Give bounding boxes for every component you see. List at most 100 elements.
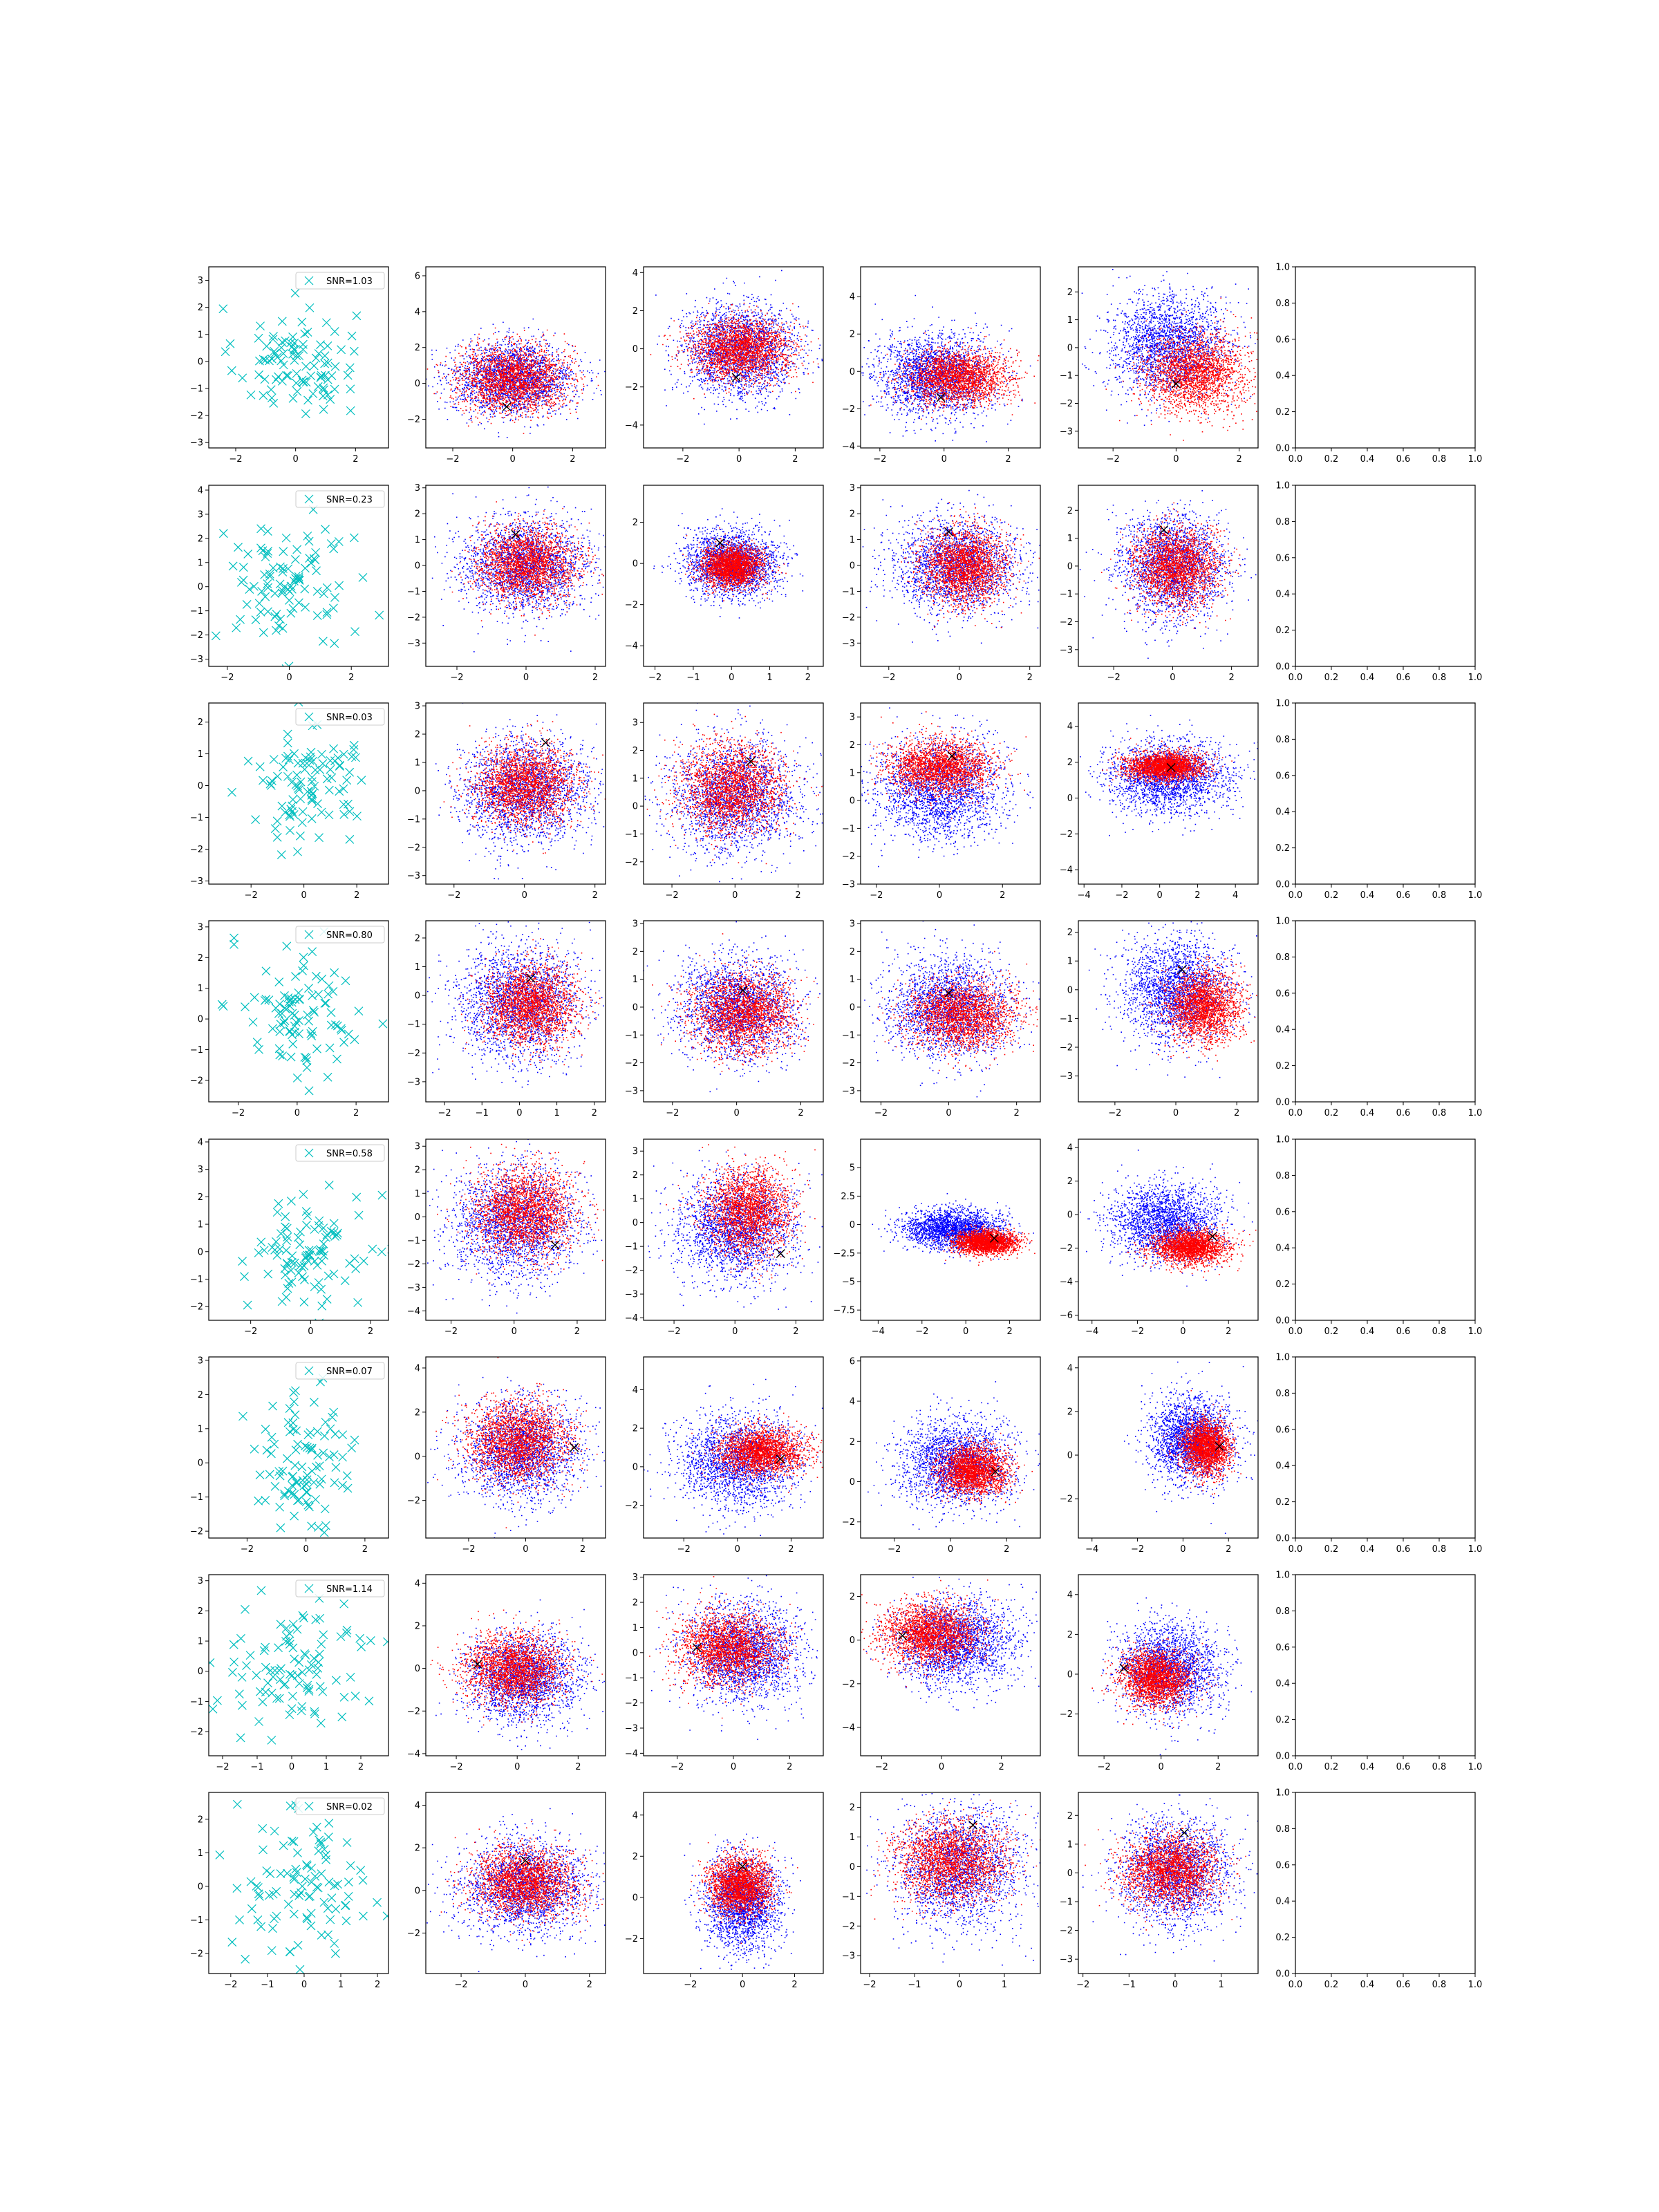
panel-r4-c2-ytick-label-4: 1 xyxy=(415,962,420,973)
panel-r5-c4-ytick-label-4: 2.5 xyxy=(841,1192,855,1202)
panel-r6-c5-ytick-label-0: −2 xyxy=(1060,1494,1073,1505)
panel-r2-c3-ytick-label-0: −4 xyxy=(625,641,638,652)
panel-r6-c2-xtick-label-0: −2 xyxy=(462,1544,475,1555)
panel-r6-c1-ytick-label-1: −1 xyxy=(190,1492,203,1503)
panel-r3-c3-ytick-label-2: 0 xyxy=(632,802,638,812)
panel-r3-c5-ytick-label-3: 2 xyxy=(1067,758,1073,768)
panel-r3-c4-xtick-label-1: 0 xyxy=(937,890,942,901)
panel-r7-c5-ytick-label-0: −2 xyxy=(1060,1709,1073,1720)
panel-r1-c1-ytick-label-1: −2 xyxy=(190,411,203,422)
panel-r5-c3-xtick-label-1: 0 xyxy=(732,1327,738,1337)
panel-r8-c6-xtick-label-5: 1.0 xyxy=(1468,1980,1483,1990)
panel-r3-c6-ytick-label-1: 0.2 xyxy=(1275,843,1290,854)
panel-r3-c1-ytick-label-2: −1 xyxy=(190,813,203,823)
panel-r3-c5-xtick-label-2: 0 xyxy=(1157,890,1163,901)
panel-r4-c6-background xyxy=(1295,921,1475,1102)
panel-r4-c1-ytick-label-3: 1 xyxy=(198,984,203,994)
panel-r7-c1-sample-point xyxy=(299,1560,307,1568)
panel-r6-c5-xtick-label-0: −4 xyxy=(1085,1544,1098,1555)
panel-r5-c4-ytick-label-5: 5 xyxy=(850,1163,855,1174)
panel-r2-c1-ytick-label-5: 2 xyxy=(198,534,203,544)
panel-r2-c6-ytick-label-5: 1.0 xyxy=(1275,481,1290,491)
panel-r3-c3-xtick-label-0: −2 xyxy=(665,890,678,901)
panel-r7-c6-ytick-label-2: 0.4 xyxy=(1275,1679,1290,1689)
panel-r7-c3-ytick-label-2: −2 xyxy=(625,1698,638,1709)
panel-r7-c1-ytick-label-1: −1 xyxy=(190,1697,203,1707)
panel-r6-c6: 0.0 0.2 0.4 0.6 0.8 1.00.00.20.40.60.81.0 xyxy=(1275,1353,1482,1555)
panel-r5-c5-xtick-label-2: 0 xyxy=(1180,1327,1185,1337)
panel-r1-c3-ytick-label-3: 2 xyxy=(632,306,638,317)
panel-r7-c5-xtick-label-1: 0 xyxy=(1159,1762,1164,1772)
panel-r4-c3-ytick-label-3: 0 xyxy=(632,1002,638,1013)
panel-r4-c1-sample-point xyxy=(282,1116,290,1124)
panel-r3-c6-ytick-label-4: 0.8 xyxy=(1275,735,1290,745)
panel-r4-c1-legend-label: SNR=0.80 xyxy=(326,930,373,941)
panel-r5-c4-ytick-label-2: −2.5 xyxy=(833,1248,855,1259)
panel-r1-c6-background xyxy=(1295,267,1475,448)
panel-r3-c6-ytick-label-5: 1.0 xyxy=(1275,699,1290,709)
panel-r7-c5-ytick-label-1: 0 xyxy=(1067,1669,1073,1680)
panel-r6-c3-xtick-label-2: 2 xyxy=(788,1544,794,1555)
panel-r8-c5-ytick-label-2: −1 xyxy=(1060,1897,1073,1908)
panel-r3-c5-ytick-label-1: −2 xyxy=(1060,830,1073,840)
panel-r5-c6-ytick-label-5: 1.0 xyxy=(1275,1135,1290,1145)
panel-r5-c6-ytick-label-2: 0.4 xyxy=(1275,1244,1290,1254)
panel-r2-c1-legend-label: SNR=0.23 xyxy=(326,495,373,505)
panel-r4-c1-ytick-label-5: 3 xyxy=(198,922,203,932)
panel-r5-c6-background xyxy=(1295,1139,1475,1320)
panel-r2-c4-ytick-label-5: 2 xyxy=(850,509,855,520)
panel-r2-c5-ytick-label-1: −2 xyxy=(1060,617,1073,628)
panel-r5-c6-xtick-label-5: 1.0 xyxy=(1468,1327,1483,1337)
panel-r6-c5-xtick-label-3: 2 xyxy=(1226,1544,1231,1555)
panel-r6-c6-xtick-label-4: 0.8 xyxy=(1432,1544,1447,1555)
panel-r1-c5-xtick-label-1: 0 xyxy=(1173,454,1179,465)
panel-r6-c4-xtick-label-0: −2 xyxy=(888,1544,901,1555)
panel-r2-c1-ytick-label-6: 3 xyxy=(198,509,203,520)
panel-r6-c6-ytick-label-1: 0.2 xyxy=(1275,1497,1290,1508)
panel-r1-c1-ytick-label-2: −1 xyxy=(190,384,203,394)
panel-r6-c2-xtick-label-2: 2 xyxy=(580,1544,585,1555)
panel-r1-c4-xtick-label-1: 0 xyxy=(941,454,947,465)
panel-r3-c6: 0.0 0.2 0.4 0.6 0.8 1.00.00.20.40.60.81.0 xyxy=(1275,699,1482,901)
panel-r1-c4-xtick-label-2: 2 xyxy=(1005,454,1011,465)
panel-r2-c2-xtick-label-2: 2 xyxy=(592,673,598,683)
panel-r2-c1-xtick-label-2: 2 xyxy=(348,673,354,683)
panel-r6-c6-xtick-label-0: 0.0 xyxy=(1288,1544,1303,1555)
panel-r2-c1-ytick-label-3: 0 xyxy=(198,582,203,592)
panel-r8-c6-ytick-label-5: 1.0 xyxy=(1275,1788,1290,1799)
panel-r5-c2-ytick-label-7: 3 xyxy=(415,1142,420,1152)
panel-r8-c5-ytick-label-1: −2 xyxy=(1060,1926,1073,1936)
panel-r6-c4-xtick-label-2: 2 xyxy=(1004,1544,1009,1555)
panel-r4-c3-ytick-label-4: 1 xyxy=(632,975,638,985)
panel-r1-c5-ytick-label-4: 1 xyxy=(1067,315,1073,326)
panel-r1-c6-xtick-label-3: 0.6 xyxy=(1396,454,1411,465)
panel-r4-c6-xtick-label-1: 0.2 xyxy=(1324,1108,1339,1118)
panel-r5-c3-xtick-label-2: 2 xyxy=(793,1327,798,1337)
panel-r3-c1-ytick-label-0: −3 xyxy=(190,877,203,887)
panel-r5-c1-ytick-label-3: 1 xyxy=(198,1220,203,1230)
panel-r4-c6-ytick-label-4: 0.8 xyxy=(1275,953,1290,963)
panel-r2-c4-xtick-label-2: 2 xyxy=(1027,673,1033,683)
panel-r5-c2-background xyxy=(426,1139,606,1320)
panel-r7-c3-ytick-label-0: −4 xyxy=(625,1749,638,1759)
panel-r7-c6-xtick-label-4: 0.8 xyxy=(1432,1762,1447,1772)
panel-r8-c1-ytick-label-3: 1 xyxy=(198,1848,203,1859)
panel-r1-c5-ytick-label-0: −3 xyxy=(1060,427,1073,437)
panel-r4-c2-xtick-label-2: 0 xyxy=(516,1108,522,1118)
panel-r5-c2-ytick-label-5: 1 xyxy=(415,1189,420,1199)
panel-r7-c3-xtick-label-1: 0 xyxy=(731,1762,736,1772)
panel-r2-c6-background xyxy=(1295,485,1475,666)
panel-r7-c1-ytick-label-5: 3 xyxy=(198,1576,203,1586)
panel-r4-c2-ytick-label-2: −1 xyxy=(407,1020,420,1030)
panel-r6-c3-ytick-label-3: 4 xyxy=(632,1385,638,1396)
